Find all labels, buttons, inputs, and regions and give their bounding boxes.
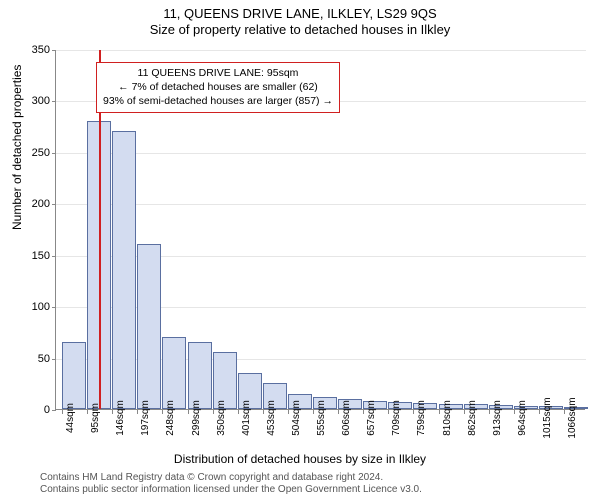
histogram-bar [112, 131, 136, 409]
xtick-label: 350sqm [216, 400, 227, 436]
ytick-mark [52, 256, 56, 257]
ytick-mark [52, 153, 56, 154]
ytick-label: 100 [10, 301, 50, 313]
xtick-mark [439, 410, 440, 414]
xtick-mark [313, 410, 314, 414]
xtick-label: 1015sqm [542, 397, 553, 438]
ytick-label: 50 [10, 353, 50, 365]
annotation-box: 11 QUEENS DRIVE LANE: 95sqm← 7% of detac… [96, 62, 340, 113]
ytick-label: 0 [10, 404, 50, 416]
xtick-label: 248sqm [165, 400, 176, 436]
xtick-mark [238, 410, 239, 414]
xtick-label: 759sqm [416, 400, 427, 436]
histogram-bar [188, 342, 212, 409]
histogram-chart: 05010015020025030035044sqm95sqm146sqm197… [55, 50, 585, 410]
ytick-mark [52, 50, 56, 51]
xtick-label: 504sqm [291, 400, 302, 436]
xtick-mark [213, 410, 214, 414]
ytick-mark [52, 359, 56, 360]
ytick-mark [52, 101, 56, 102]
ytick-label: 350 [10, 44, 50, 56]
xtick-label: 606sqm [341, 400, 352, 436]
xtick-label: 1066sqm [567, 397, 578, 438]
xtick-mark [288, 410, 289, 414]
xtick-label: 299sqm [191, 400, 202, 436]
xtick-label: 862sqm [467, 400, 478, 436]
ytick-label: 150 [10, 250, 50, 262]
xtick-mark [162, 410, 163, 414]
annotation-line: 93% of semi-detached houses are larger (… [103, 94, 333, 108]
histogram-bar [162, 337, 186, 409]
page-title-line1: 11, QUEENS DRIVE LANE, ILKLEY, LS29 9QS [0, 6, 600, 21]
xtick-mark [413, 410, 414, 414]
footer-line2: Contains public sector information licen… [40, 484, 422, 496]
xtick-label: 657sqm [366, 400, 377, 436]
xtick-label: 964sqm [517, 400, 528, 436]
xtick-label: 146sqm [115, 400, 126, 436]
xtick-label: 453sqm [266, 400, 277, 436]
xtick-mark [363, 410, 364, 414]
xtick-mark [539, 410, 540, 414]
xtick-label: 555sqm [316, 400, 327, 436]
xtick-label: 44sqm [65, 403, 76, 433]
xtick-label: 810sqm [442, 400, 453, 436]
histogram-bar [62, 342, 86, 409]
xtick-mark [489, 410, 490, 414]
xtick-mark [62, 410, 63, 414]
footer-attribution: Contains HM Land Registry data © Crown c… [40, 472, 422, 496]
xtick-mark [388, 410, 389, 414]
xtick-mark [564, 410, 565, 414]
histogram-bar [137, 244, 161, 409]
ytick-mark [52, 204, 56, 205]
xtick-label: 913sqm [492, 400, 503, 436]
xtick-mark [137, 410, 138, 414]
xtick-label: 401sqm [241, 400, 252, 436]
xtick-label: 197sqm [140, 400, 151, 436]
ytick-mark [52, 307, 56, 308]
xtick-label: 709sqm [391, 400, 402, 436]
gridline [56, 50, 586, 51]
xtick-mark [87, 410, 88, 414]
x-axis-label: Distribution of detached houses by size … [0, 452, 600, 466]
xtick-mark [263, 410, 264, 414]
xtick-mark [188, 410, 189, 414]
annotation-line: ← 7% of detached houses are smaller (62) [103, 80, 333, 94]
ytick-mark [52, 410, 56, 411]
xtick-mark [464, 410, 465, 414]
xtick-mark [514, 410, 515, 414]
xtick-mark [338, 410, 339, 414]
annotation-line: 11 QUEENS DRIVE LANE: 95sqm [103, 66, 333, 80]
y-axis-label: Number of detached properties [10, 65, 24, 230]
footer-line1: Contains HM Land Registry data © Crown c… [40, 472, 422, 484]
page-title-line2: Size of property relative to detached ho… [0, 22, 600, 37]
xtick-mark [112, 410, 113, 414]
